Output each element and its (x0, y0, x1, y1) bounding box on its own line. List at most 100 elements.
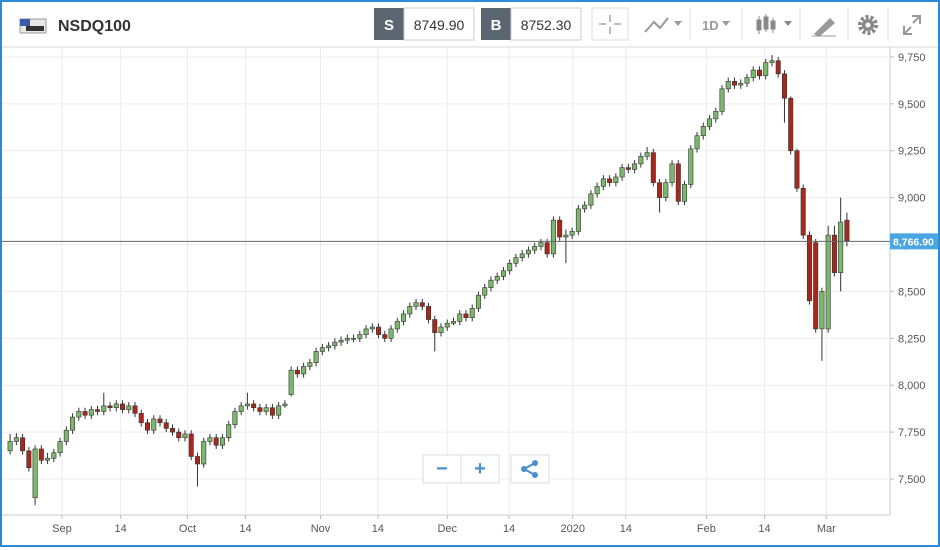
candle-body (732, 81, 738, 86)
zoom-out[interactable]: − (436, 458, 448, 480)
candle-body (176, 431, 182, 439)
x-tick-label: Sep (52, 523, 72, 535)
buy-button[interactable] (481, 8, 511, 40)
sell-button[interactable] (374, 8, 404, 40)
candle-body (538, 242, 544, 247)
candle-body (232, 411, 238, 425)
candle-type-button[interactable] (756, 14, 792, 34)
y-tick-label: 7,750 (898, 427, 926, 439)
buy-price: 8752.30 (521, 17, 572, 33)
candle-body (126, 405, 132, 410)
candle-body (550, 219, 556, 255)
candle-body (113, 403, 119, 409)
candle-body (88, 409, 94, 416)
candle-body (63, 429, 69, 442)
candle-body (694, 135, 700, 150)
x-tick-label: 14 (620, 523, 632, 535)
candle-body (544, 242, 550, 255)
fullscreen-button[interactable] (903, 15, 921, 35)
buy-label: B (491, 17, 502, 34)
candle-body (813, 242, 819, 330)
candle-body (13, 437, 19, 442)
last-price-box (890, 233, 938, 250)
candle-body (157, 418, 163, 424)
candle-body (725, 81, 731, 90)
candle-body (838, 221, 844, 273)
settings-button[interactable] (858, 15, 878, 35)
candle-body (301, 366, 307, 375)
y-tick-label: 9,750 (898, 52, 926, 64)
candle-body (120, 403, 126, 410)
candle-body (519, 253, 525, 258)
candle-body (294, 369, 300, 375)
candle-body (781, 73, 787, 99)
candle-body (763, 62, 769, 76)
candle-body (101, 405, 107, 412)
zoom-in[interactable]: + (474, 458, 486, 480)
candle-body (588, 193, 594, 206)
candle-body (70, 416, 76, 431)
candle-body (357, 334, 363, 339)
candle-body (288, 369, 294, 395)
candle-body (145, 422, 151, 431)
candle-body (344, 338, 350, 341)
candle-body (419, 302, 425, 307)
last-price-label: 8,766.90 (893, 236, 934, 248)
candle-body (794, 150, 800, 189)
overlay: 8,766.90 (2, 233, 938, 250)
candle-body (775, 60, 781, 75)
sell-price: 8749.90 (414, 17, 465, 33)
interval[interactable]: 1D (702, 18, 719, 33)
candle-body (188, 433, 194, 457)
candle-body (806, 234, 812, 302)
x-tick-label: 14 (239, 523, 251, 535)
y-tick-label: 7,500 (898, 474, 926, 486)
candle-body (569, 231, 575, 236)
candle-body (7, 441, 13, 452)
sell-price-box[interactable] (403, 7, 475, 41)
candle-body (194, 456, 200, 465)
candle-body (632, 163, 638, 170)
candle-body (582, 204, 588, 210)
candle-body (600, 178, 606, 187)
buy-price-box[interactable] (510, 7, 582, 41)
candle-body (32, 448, 38, 499)
x-tick-label: 2020 (561, 523, 585, 535)
share-button[interactable] (510, 454, 550, 484)
chart-type-button[interactable] (644, 17, 682, 33)
candle-body (494, 276, 500, 281)
candles (7, 55, 850, 506)
candle-body (500, 270, 506, 277)
candle-body (238, 405, 244, 412)
candle-body (401, 313, 407, 322)
interval-dropdown[interactable] (722, 21, 730, 26)
candle-body (650, 152, 656, 183)
y-tick-label: 8,250 (898, 333, 926, 345)
candle-body (819, 291, 825, 330)
draw-tool-button[interactable] (812, 18, 836, 37)
x-tick-label: 14 (503, 523, 515, 535)
candle-body (438, 326, 444, 333)
candle-body (719, 88, 725, 112)
candle-body (844, 219, 850, 242)
grid: 7,5007,7508,0008,2508,5008,7509,0009,250… (2, 47, 926, 535)
candle-body (45, 458, 51, 461)
candle-body (444, 322, 450, 328)
candle-body (307, 362, 313, 367)
candle-body (663, 182, 669, 198)
candle-body (376, 326, 382, 335)
candle-body (138, 413, 144, 424)
x-tick-label: 14 (115, 523, 127, 535)
candle-body (638, 156, 644, 165)
candle-body (407, 306, 413, 315)
candle-body (382, 334, 388, 339)
crosshair-button[interactable] (591, 7, 629, 41)
symbol: NSDQ100 (58, 18, 131, 35)
candle-body (682, 184, 688, 202)
candle-body (513, 257, 519, 264)
candle-body (51, 452, 57, 459)
candle-body (276, 405, 282, 416)
x-tick-label: 14 (372, 523, 384, 535)
